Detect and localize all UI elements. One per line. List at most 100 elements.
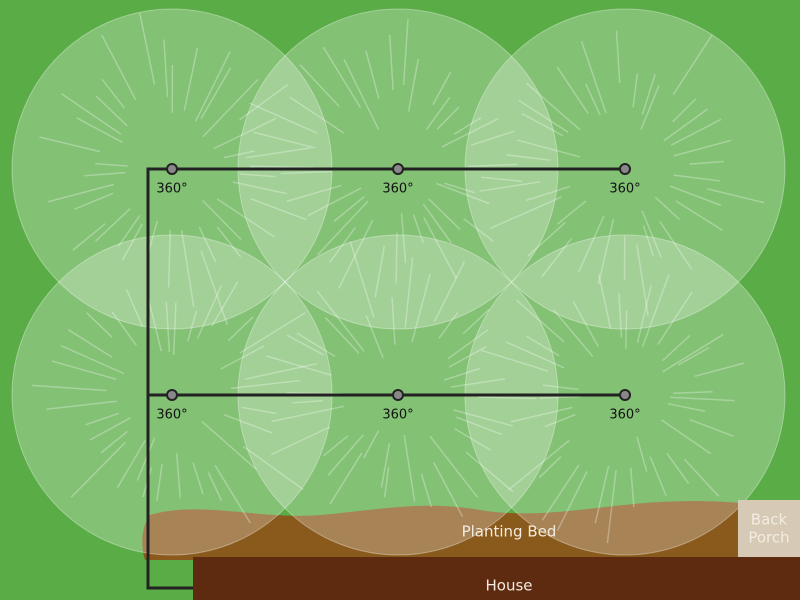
spray-streak	[404, 257, 414, 328]
spray-streak	[296, 332, 336, 358]
spray-streak	[433, 461, 464, 518]
spray-streak	[641, 273, 670, 347]
spray-streak	[572, 300, 599, 347]
planting-bed-label: Planting Bed	[462, 523, 557, 541]
spray-streak	[632, 73, 639, 108]
spray-streak	[95, 95, 128, 127]
spray-streak	[510, 406, 573, 423]
spray-streak	[163, 39, 169, 98]
spray-streak	[662, 333, 724, 373]
spray-streak	[253, 131, 316, 149]
spray-streak	[552, 309, 594, 358]
spray-streak	[515, 299, 565, 343]
spray-streak	[420, 473, 433, 508]
spray-streak	[329, 226, 357, 263]
spray-streak	[577, 215, 605, 273]
spray-streak	[425, 96, 451, 131]
spray-streak	[86, 312, 113, 338]
pipes	[146, 167, 625, 590]
spray-streak	[211, 281, 239, 327]
spray-streak	[448, 346, 487, 368]
spray-streak	[207, 472, 223, 501]
spray-streak	[286, 334, 324, 356]
spray-streak	[243, 445, 304, 491]
spray-streak	[395, 232, 398, 284]
spray-streak	[556, 200, 587, 225]
sprinkler-label: 360°	[382, 182, 413, 197]
spray-streak	[76, 117, 123, 144]
spray-streak	[438, 312, 459, 339]
spray-streak	[183, 47, 199, 111]
spray-streak	[391, 297, 396, 345]
spray-streak	[451, 378, 506, 388]
spray-streak	[641, 210, 662, 258]
spray-streak	[432, 71, 452, 106]
spray-streak	[139, 12, 156, 85]
spray-streak	[201, 421, 257, 470]
spray-streak	[322, 46, 362, 109]
back-porch	[738, 500, 800, 557]
spray-streak	[480, 176, 523, 183]
spray-streak	[670, 118, 722, 146]
spray-streak	[640, 85, 660, 130]
spray-streak	[223, 413, 273, 434]
spray-streak	[307, 187, 362, 217]
spray-streak	[649, 456, 667, 497]
spray-streak	[60, 93, 122, 135]
spray-streak	[202, 199, 242, 241]
spray-streak	[670, 396, 735, 402]
spray-streak	[541, 464, 580, 521]
spray-streak	[447, 329, 489, 360]
spray-streak	[380, 443, 391, 488]
spray-streak	[541, 237, 573, 278]
sprinkler-head	[392, 163, 404, 175]
spray-streak	[544, 413, 576, 428]
spray-streak	[411, 273, 431, 343]
spray-streak	[477, 396, 537, 400]
spray-streak	[60, 344, 125, 375]
spray-streak	[507, 439, 570, 491]
spray-streak	[629, 467, 635, 508]
spray-streak	[374, 245, 386, 298]
sprinkler-heads: 360° 360° 360° 360° 360° 360°	[156, 163, 641, 423]
spray-streak	[175, 453, 182, 499]
spray-streak	[299, 64, 340, 108]
spray-streak	[329, 452, 363, 505]
spray-streak	[68, 329, 113, 358]
spray-streak	[436, 182, 490, 205]
spray-streak	[673, 391, 713, 394]
spray-streak	[95, 163, 128, 167]
spray-streak	[72, 223, 106, 251]
spray-streak	[521, 112, 564, 137]
spray-streak	[249, 165, 314, 169]
spray-streak	[84, 171, 126, 177]
spray-streak	[465, 451, 514, 493]
spray-streak	[675, 200, 724, 232]
spray-streak	[422, 203, 452, 244]
spray-streak	[684, 458, 720, 497]
spray-streak	[46, 400, 117, 410]
spray-streak	[580, 40, 607, 114]
spray-streak	[525, 82, 581, 131]
spray-streak	[462, 308, 490, 335]
spray-streak	[39, 136, 101, 153]
spray-streak	[654, 196, 681, 221]
sprinkler-label: 360°	[609, 182, 640, 197]
spray-streak	[383, 467, 390, 498]
spray-streak	[618, 292, 623, 338]
spray-streak	[322, 435, 349, 457]
spray-streak	[338, 219, 374, 289]
spray-streak	[598, 274, 612, 329]
spray-streak	[412, 214, 424, 244]
spray-streak	[280, 170, 332, 175]
spray-streak	[239, 173, 276, 178]
spray-streak	[194, 51, 231, 122]
spray-streak	[362, 430, 380, 459]
spray-streak	[111, 311, 138, 346]
spray-streak	[505, 341, 565, 369]
spray-streak	[101, 34, 137, 100]
spray-streak	[324, 316, 360, 354]
spray-streak	[479, 181, 541, 192]
sprinkler-label: 360°	[156, 182, 187, 197]
